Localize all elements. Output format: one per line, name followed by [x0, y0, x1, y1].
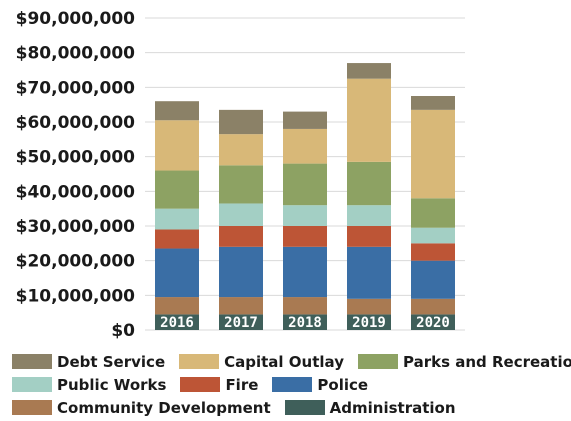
bar-segment-debt-service-2020: [411, 96, 455, 110]
legend-item-parks-and-recreation: Parks and Recreation: [357, 352, 571, 371]
bar-segment-community-development-2020: [411, 298, 455, 315]
bar-segment-capital-outlay-2018: [283, 128, 327, 164]
legend-label: Administration: [329, 398, 456, 417]
legend-item-fire: Fire: [180, 376, 258, 394]
y-tick-label: $0: [111, 321, 135, 341]
bar-segment-administration-2019: [347, 314, 391, 330]
legend-swatch: [284, 400, 325, 415]
bar-segment-public-works-2016: [155, 208, 199, 230]
stacked-bar-chart: $0 $10,000,000 $20,000,000 $30,000,000 $40,0…: [16, 9, 465, 341]
bar-segment-police-2016: [155, 248, 199, 298]
legend-item-community-development: Community Development: [12, 399, 271, 417]
y-axis-tick-labels: $0 $10,000,000 $20,000,000 $30,000,000 $40,0…: [16, 9, 136, 341]
bar-segment-public-works-2020: [411, 227, 455, 244]
y-tick-label: $10,000,000: [16, 286, 136, 306]
legend-item-capital-outlay: Capital Outlay: [179, 353, 344, 371]
bar-segment-parks-and-recreation-2018: [283, 163, 327, 206]
legend: Debt Service Capital Outlay Parks and Recr…: [12, 350, 571, 419]
y-tick-label: $90,000,000: [16, 9, 136, 29]
bar-segment-police-2017: [219, 246, 263, 298]
bar-segment-fire-2017: [219, 226, 263, 247]
category-label-2016: 2016: [160, 315, 194, 331]
bar-segment-fire-2020: [411, 243, 455, 261]
y-tick-label: $20,000,000: [16, 252, 136, 272]
bar-segment-public-works-2018: [283, 205, 327, 226]
bar-segment-parks-and-recreation-2019: [347, 161, 391, 206]
legend-row: Public Works Fire Police: [12, 373, 568, 396]
bar-segment-parks-and-recreation-2016: [155, 170, 199, 209]
legend-item-police: Police: [272, 376, 368, 394]
category-label-2018: 2018: [288, 315, 322, 331]
bar-segment-administration-2020: [411, 314, 455, 330]
y-tick-label: $40,000,000: [16, 182, 136, 202]
legend-label: Capital Outlay: [224, 352, 344, 371]
legend-swatch: [272, 377, 313, 392]
legend-item-administration: Administration: [284, 398, 456, 417]
bar-segment-parks-and-recreation-2020: [411, 198, 455, 228]
y-tick-label: $50,000,000: [16, 148, 136, 168]
bar-segment-public-works-2019: [347, 205, 391, 226]
bar-segment-fire-2019: [347, 226, 391, 247]
y-tick-label: $60,000,000: [16, 113, 136, 133]
bar-segment-police-2020: [411, 260, 455, 299]
legend-label: Parks and Recreation: [402, 352, 571, 371]
legend-swatch: [12, 400, 52, 415]
bar-segment-fire-2016: [155, 229, 199, 249]
legend-label: Community Development: [57, 398, 271, 417]
bar-segment-administration-2018: [283, 314, 327, 330]
bar-segment-debt-service-2017: [219, 109, 263, 135]
legend-swatch: [12, 377, 52, 392]
bar-segment-administration-2016: [155, 314, 199, 330]
bar-segment-community-development-2017: [219, 297, 263, 315]
legend-swatch: [179, 354, 220, 369]
bar-segment-capital-outlay-2020: [411, 109, 455, 199]
y-tick-label: $30,000,000: [16, 217, 136, 237]
legend-label: Public Works: [57, 375, 167, 394]
legend-swatch: [12, 354, 52, 369]
bar-segment-debt-service-2016: [155, 101, 199, 121]
bar-segment-administration-2017: [219, 314, 263, 330]
category-label-2017: 2017: [224, 315, 258, 331]
legend-row: Community Development Administration: [12, 396, 568, 419]
bar-segment-fire-2018: [283, 226, 327, 247]
y-tick-label: $80,000,000: [16, 44, 136, 64]
legend-row: Debt Service Capital Outlay Parks and Recr…: [12, 350, 571, 373]
bar-segment-community-development-2019: [347, 298, 391, 315]
bar-segment-community-development-2016: [155, 297, 199, 315]
bar-segment-police-2018: [283, 246, 327, 298]
bar-segment-capital-outlay-2019: [347, 78, 391, 162]
legend-label: Debt Service: [57, 352, 166, 371]
y-tick-label: $70,000,000: [16, 78, 136, 98]
legend-swatch: [180, 377, 221, 392]
legend-label: Fire: [225, 375, 259, 394]
bar-segment-community-development-2018: [283, 297, 327, 315]
bar-segment-parks-and-recreation-2017: [219, 165, 263, 204]
x-axis-category-labels: 2016 2017 2018 2019 2020: [160, 315, 450, 331]
legend-item-debt-service: Debt Service: [12, 353, 165, 371]
bar-segment-capital-outlay-2017: [219, 134, 263, 166]
legend-label: Police: [317, 375, 369, 394]
bar-segment-police-2019: [347, 246, 391, 299]
legend-item-public-works: Public Works: [12, 376, 166, 394]
legend-swatch: [357, 354, 398, 369]
category-label-2019: 2019: [352, 315, 386, 331]
category-label-2020: 2020: [416, 315, 450, 331]
bar-segment-capital-outlay-2016: [155, 120, 199, 171]
bar-segment-debt-service-2018: [283, 111, 327, 129]
bar-segment-debt-service-2019: [347, 63, 391, 79]
bar-segment-public-works-2017: [219, 203, 263, 226]
bars: [155, 63, 455, 330]
